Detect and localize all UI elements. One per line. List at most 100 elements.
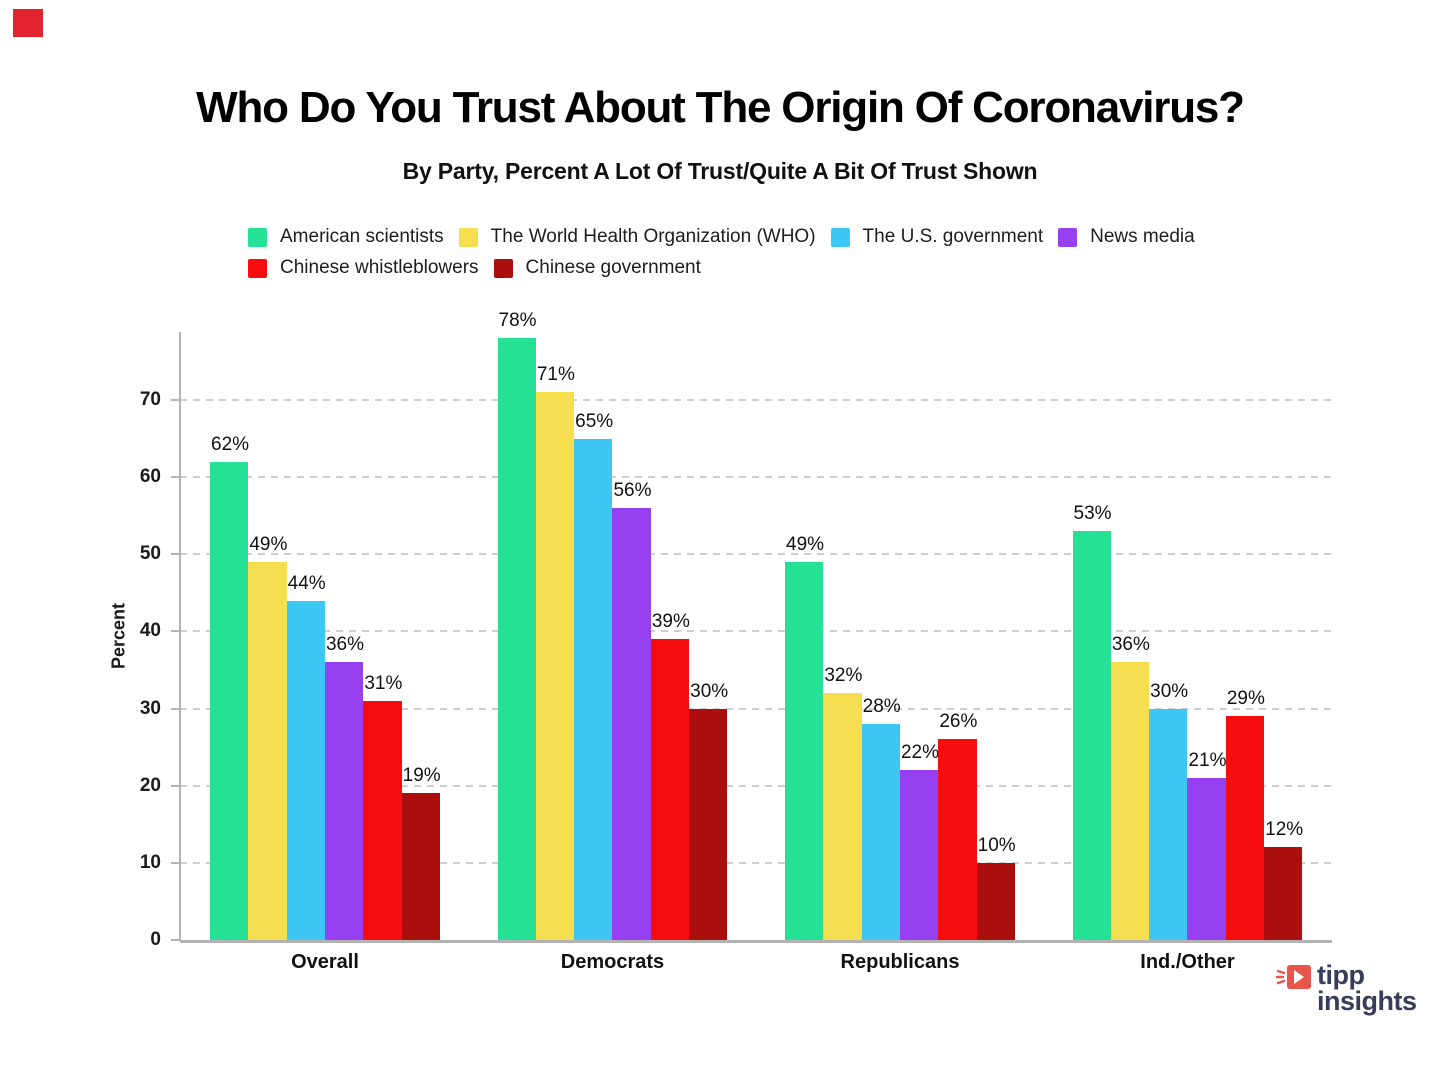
y-axis-line [179,332,181,940]
tipp-insights-logo: tipp insights [1275,960,1417,1016]
bar-overall-3 [286,600,325,940]
category-label-4: Ind./Other [1140,951,1235,973]
tipp-insights-wordmark: tipp insights [1317,960,1417,1016]
gridline-10 [180,861,1332,864]
value-label: 39% [651,611,690,633]
value-label: 36% [325,634,365,656]
value-label: 19% [402,765,441,787]
value-label: 26% [939,711,978,733]
bar-ind-other-3 [1149,708,1188,940]
legend-label: News media [1090,226,1195,247]
logo-line2: insights [1317,986,1417,1016]
logo-line1: tipp [1317,960,1365,990]
y-tick-label-10: 10 [139,851,161,873]
y-tick-label-40: 40 [139,620,161,642]
bar-republicans-3 [861,724,900,940]
legend-item-1: American scientists [248,226,444,248]
y-tick-70 [171,399,180,401]
value-label: 21% [1188,750,1227,771]
bar-overall-5 [363,700,402,940]
value-label: 71% [536,364,575,386]
bar-ind-other-2 [1110,662,1150,940]
y-tick-label-20: 20 [139,774,161,796]
value-label: 28% [862,696,901,717]
legend-label: Chinese government [525,257,701,278]
bar-overall-6 [401,793,440,940]
value-label: 65% [575,410,614,432]
value-label: 30% [1150,680,1189,702]
category-label-2: Democrats [560,951,665,973]
bar-democrats-4 [612,508,651,940]
legend-swatch-icon [493,258,513,278]
legend-swatch-icon [458,227,478,247]
legend-item-5: Chinese whistleblowers [248,257,479,279]
value-label: 49% [786,534,825,555]
brand-square [13,9,43,37]
bar-overall-2 [248,562,287,940]
tipp-insights-icon [1275,962,1314,999]
chart-title: Who Do You Trust About The Origin Of Cor… [196,83,1245,132]
value-label: 10% [977,834,1016,856]
value-label: 32% [824,665,863,687]
bar-democrats-6 [689,708,728,940]
value-label: 30% [690,680,729,702]
y-tick-40 [171,630,180,633]
value-label: 49% [249,534,288,555]
bar-democrats-2 [535,392,575,940]
bar-overall-1 [210,461,249,940]
value-label: 53% [1073,503,1112,525]
legend-label: The U.S. government [862,226,1044,247]
y-tick-30 [171,707,180,710]
legend-item-6: Chinese government [493,257,701,279]
bar-democrats-1 [497,338,536,940]
value-label: 56% [613,480,652,501]
gridline-20 [180,784,1332,787]
value-label: 31% [364,672,403,694]
legend-swatch-icon [248,227,267,247]
y-tick-20 [171,784,180,787]
y-tick-label-50: 50 [139,543,161,565]
bar-democrats-3 [574,438,613,940]
gridline-30 [180,707,1332,710]
legend-label: Chinese whistleblowers [280,257,479,278]
legend-label: American scientists [280,226,444,247]
bar-democrats-5 [650,639,690,940]
bar-ind-other-5 [1225,716,1265,940]
bar-republicans-6 [976,862,1015,940]
gridline-50 [180,553,1332,556]
bar-ind-other-6 [1264,847,1303,940]
y-tick-label-70: 70 [139,389,161,410]
y-tick-60 [171,476,180,479]
value-label: 62% [211,433,250,455]
value-label: 29% [1226,688,1265,710]
legend-item-3: The U.S. government [830,226,1044,248]
gridline-60 [180,476,1332,479]
y-tick-label-60: 60 [139,466,161,488]
bar-ind-other-4 [1187,778,1226,940]
chart-subtitle: By Party, Percent A Lot Of Trust/Quite A… [402,158,1038,184]
y-tick-label-0: 0 [150,929,161,950]
y-tick-10 [171,861,180,864]
legend-swatch-icon [830,227,850,247]
category-label-1: Overall [291,951,359,973]
value-label: 78% [498,310,537,332]
gridline-40 [180,630,1332,633]
legend-swatch-icon [1058,227,1078,247]
bar-overall-4 [324,662,364,940]
x-axis-line [180,940,1332,943]
legend-item-2: The World Health Organization (WHO) [458,226,816,248]
legend-swatch-icon [248,258,267,278]
category-label-3: Republicans [840,951,960,973]
gridline-70 [180,399,1332,401]
value-label: 12% [1265,819,1304,841]
y-tick-50 [171,553,180,556]
legend: American scientists The World Health Orga… [248,226,1308,279]
bar-republicans-4 [899,770,939,940]
value-label: 36% [1111,634,1150,656]
legend-item-4: News media [1058,226,1195,248]
legend-label: The World Health Organization (WHO) [490,226,816,247]
bar-republicans-2 [823,693,862,940]
bar-ind-other-1 [1072,531,1111,940]
value-label: 22% [900,742,940,764]
y-tick-label-30: 30 [139,697,161,719]
